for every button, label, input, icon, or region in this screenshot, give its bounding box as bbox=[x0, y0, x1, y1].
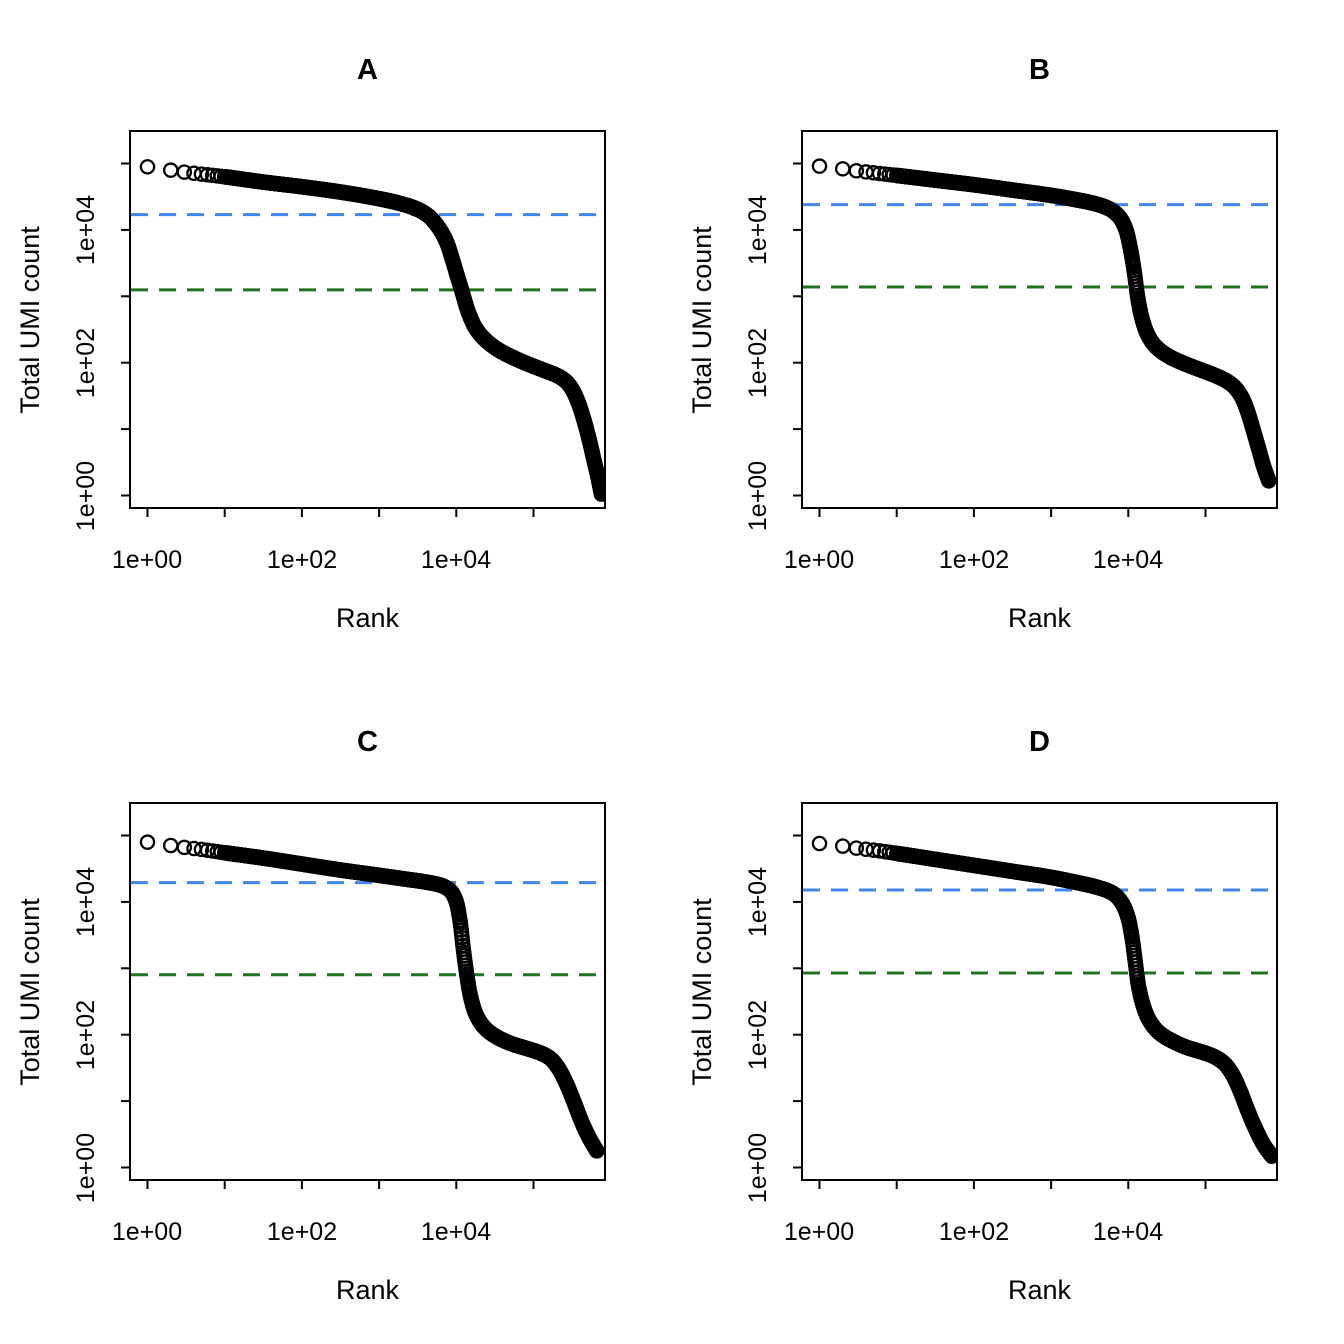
y-tick-label: 1e+04 bbox=[743, 866, 772, 938]
y-tick-label: 1e+02 bbox=[743, 999, 772, 1071]
x-tick-label: 1e+04 bbox=[420, 1217, 492, 1246]
plot-area-C bbox=[121, 802, 606, 1189]
panel-C: C Total UMI count Rank 1e+00 1e+02 1e+04… bbox=[0, 672, 672, 1344]
y-axis-label: Total UMI count bbox=[14, 898, 45, 1086]
y-tick-label: 1e+04 bbox=[71, 194, 100, 266]
y-tick-label: 1e+04 bbox=[71, 866, 100, 938]
y-axis-label: Total UMI count bbox=[686, 226, 717, 414]
y-tick-label: 1e+00 bbox=[743, 460, 772, 532]
x-tick-label: 1e+04 bbox=[1092, 545, 1164, 574]
x-tick-label: 1e+02 bbox=[266, 545, 338, 574]
x-axis-label: Rank bbox=[1007, 1274, 1072, 1305]
panel-title: B bbox=[1029, 53, 1050, 86]
plot-area-D bbox=[793, 802, 1278, 1189]
panel-D: D Total UMI count Rank 1e+00 1e+02 1e+04… bbox=[672, 672, 1344, 1344]
x-tick-label: 1e+04 bbox=[420, 545, 492, 574]
x-tick-label: 1e+02 bbox=[266, 1217, 338, 1246]
x-tick-label: 1e+04 bbox=[1092, 1217, 1164, 1246]
plot-area-B bbox=[793, 130, 1278, 517]
plot-area-A bbox=[121, 130, 606, 517]
x-axis-label: Rank bbox=[335, 602, 400, 633]
panel-title: A bbox=[357, 53, 378, 86]
y-tick-label: 1e+02 bbox=[71, 327, 100, 399]
panel-title: D bbox=[1029, 725, 1050, 758]
x-tick-label: 1e+02 bbox=[938, 545, 1010, 574]
x-tick-label: 1e+02 bbox=[938, 1217, 1010, 1246]
y-axis-label: Total UMI count bbox=[686, 898, 717, 1086]
y-tick-label: 1e+02 bbox=[743, 327, 772, 399]
y-tick-label: 1e+02 bbox=[71, 999, 100, 1071]
x-tick-label: 1e+00 bbox=[783, 1217, 855, 1246]
panel-A: A Total UMI count Rank 1e+00 1e+02 1e+04… bbox=[0, 0, 672, 672]
x-axis-label: Rank bbox=[335, 1274, 400, 1305]
x-tick-label: 1e+00 bbox=[111, 545, 183, 574]
x-tick-label: 1e+00 bbox=[783, 545, 855, 574]
panel-B: B Total UMI count Rank 1e+00 1e+02 1e+04… bbox=[672, 0, 1344, 672]
y-tick-label: 1e+00 bbox=[743, 1132, 772, 1204]
y-tick-label: 1e+00 bbox=[71, 1132, 100, 1204]
x-tick-label: 1e+00 bbox=[111, 1217, 183, 1246]
x-axis-label: Rank bbox=[1007, 602, 1072, 633]
y-tick-label: 1e+00 bbox=[71, 460, 100, 532]
y-axis-label: Total UMI count bbox=[14, 226, 45, 414]
y-tick-label: 1e+04 bbox=[743, 194, 772, 266]
panel-title: C bbox=[357, 725, 378, 758]
